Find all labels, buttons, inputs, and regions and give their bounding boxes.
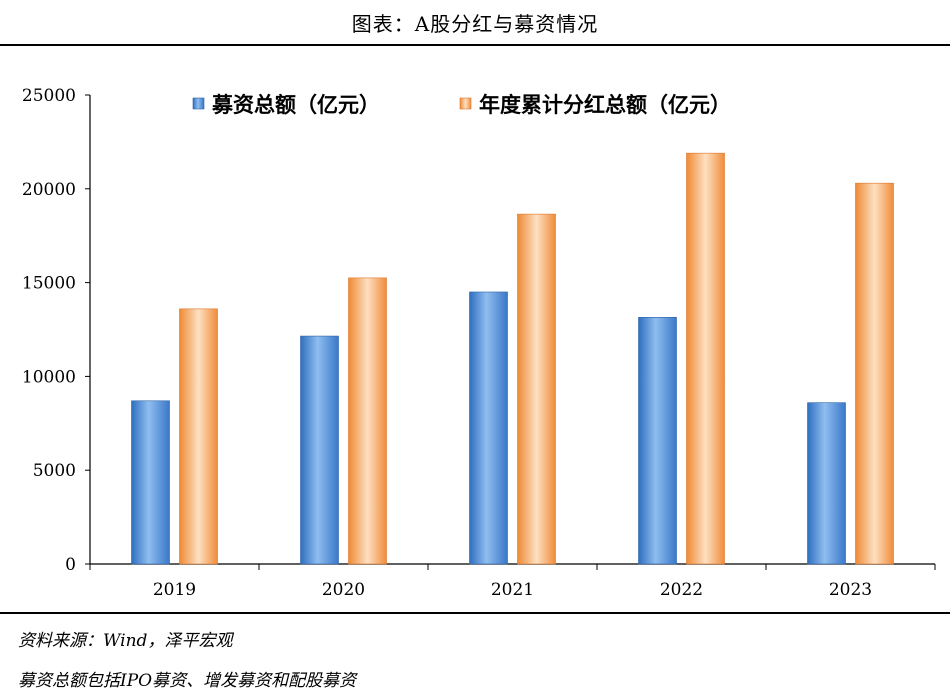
x-tick-label: 2022	[660, 580, 703, 600]
bottom-rule	[0, 612, 950, 614]
legend-swatch-dividend	[459, 97, 472, 110]
bar-fundraising	[300, 335, 339, 565]
x-tick-label: 2019	[153, 580, 196, 600]
bar-dividend	[855, 182, 894, 565]
y-tick-label: 5000	[33, 461, 76, 481]
legend-label-fundraising: 募资总额（亿元）	[211, 92, 380, 117]
bar-fundraising	[807, 402, 846, 565]
bar-fundraising	[638, 317, 677, 565]
x-tick-label: 2023	[829, 580, 872, 600]
legend-swatch-fundraising	[192, 97, 205, 110]
bar-chart: 0 5000 10000 15000 20000 25000 2019 2020 2021 202…	[22, 86, 936, 600]
footnote: 募资总额包括IPO募资、增发募资和配股募资	[18, 671, 357, 691]
source-note: 资料来源：Wind，泽平宏观	[18, 631, 233, 651]
bar-fundraising	[469, 291, 508, 565]
legend-label-dividend: 年度累计分红总额（亿元）	[479, 92, 731, 117]
bar-dividend	[348, 277, 387, 565]
y-tick-label: 20000	[22, 180, 76, 200]
bar-fundraising	[131, 400, 170, 565]
y-tick-label: 15000	[22, 274, 76, 294]
y-tick-label: 10000	[22, 367, 76, 387]
chart-title: 图表：A股分红与募资情况	[351, 12, 599, 36]
x-tick-label: 2020	[322, 580, 365, 600]
x-tick-label: 2021	[491, 580, 534, 600]
top-rule	[0, 44, 950, 46]
y-tick-label: 25000	[22, 86, 76, 106]
bar-dividend	[517, 213, 556, 565]
bar-dividend	[686, 152, 725, 565]
y-tick-label: 0	[65, 555, 76, 575]
bar-dividend	[179, 308, 218, 565]
